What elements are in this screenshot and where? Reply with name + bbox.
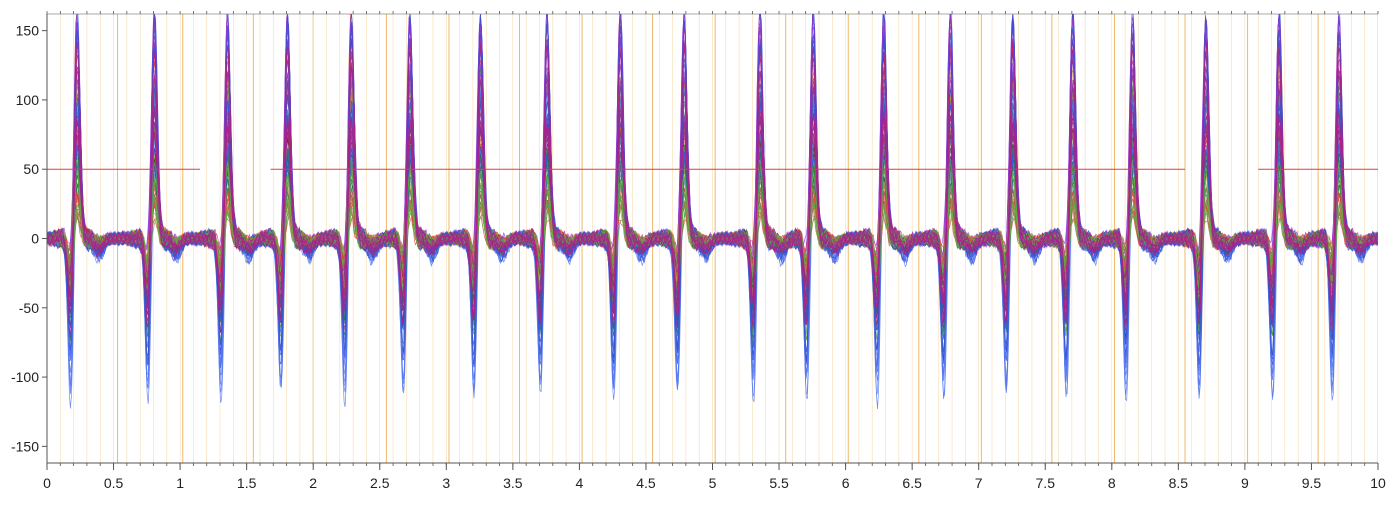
x-tick-label: 3 [442, 475, 450, 491]
x-tick-label: 6.5 [902, 475, 922, 491]
x-tick-label: 7.5 [1036, 475, 1056, 491]
x-tick-label: 8 [1108, 475, 1116, 491]
x-tick-label: 4.5 [636, 475, 656, 491]
trace-line [47, 109, 1378, 308]
x-tick-label: 2 [309, 475, 317, 491]
y-tick-label: -50 [19, 300, 39, 316]
x-tick-label: 0 [43, 475, 51, 491]
trace-line [47, 45, 1378, 313]
x-tick-label: 1.5 [237, 475, 257, 491]
x-tick-label: 4 [576, 475, 584, 491]
x-tick-label: 0.5 [104, 475, 124, 491]
x-tick-label: 5.5 [769, 475, 789, 491]
x-tick-label: 3.5 [503, 475, 523, 491]
y-tick-label: 150 [16, 23, 40, 39]
trace-line [47, 108, 1378, 282]
y-tick-label: -100 [11, 369, 39, 385]
x-tick-label: 5 [709, 475, 717, 491]
y-tick-label: 0 [31, 231, 39, 247]
y-tick-label: 50 [23, 161, 39, 177]
x-tick-label: 7 [975, 475, 983, 491]
x-tick-label: 2.5 [370, 475, 390, 491]
y-axis-ticks: 150 100 50 0 -50 -100 -150 [11, 23, 47, 454]
x-axis-ticks: 0 0.5 1 1.5 2 2.5 3 3.5 4 4.5 5 5.5 6 6.5 7 7.5 8 8.5 9 9.5… [43, 11, 1386, 491]
x-tick-label: 6 [842, 475, 850, 491]
x-tick-label: 9 [1241, 475, 1249, 491]
y-tick-label: -150 [11, 438, 39, 454]
y-tick-label: 100 [16, 92, 40, 108]
x-tick-label: 9.5 [1302, 475, 1322, 491]
x-tick-label: 8.5 [1169, 475, 1189, 491]
x-tick-label: 1 [176, 475, 184, 491]
x-tick-label: 10 [1370, 475, 1386, 491]
traces [47, 14, 1378, 410]
